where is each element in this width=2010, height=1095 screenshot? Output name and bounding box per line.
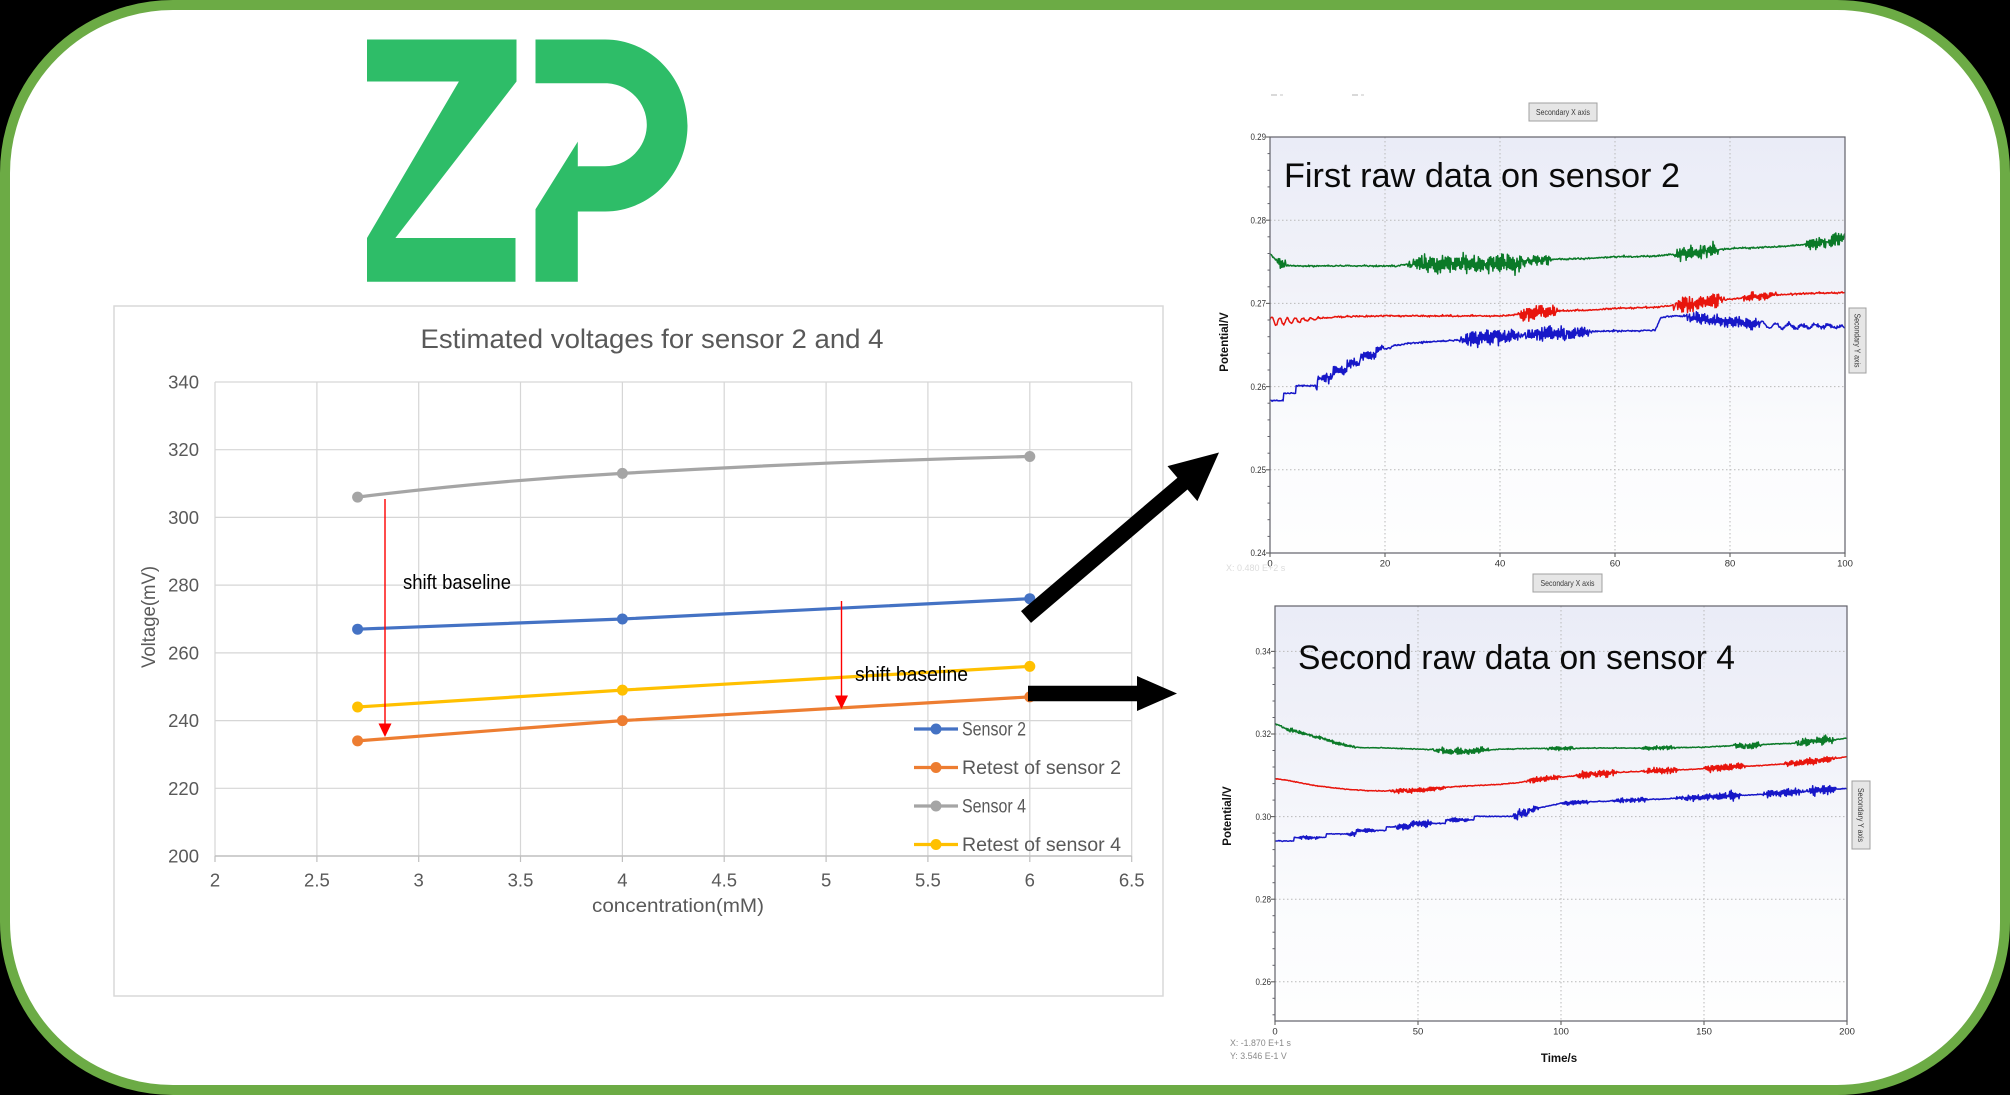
svg-text:Retest of sensor 4: Retest of sensor 4 xyxy=(962,835,1121,856)
svg-text:5: 5 xyxy=(821,870,831,891)
svg-text:Potential/V: Potential/V xyxy=(1219,312,1231,372)
svg-text:0.28: 0.28 xyxy=(1256,894,1272,905)
svg-text:3.5: 3.5 xyxy=(508,870,534,891)
svg-text:First raw data on sensor 2: First raw data on sensor 2 xyxy=(1284,157,1680,195)
svg-text:Secondary X axis: Secondary X axis xyxy=(1536,107,1590,117)
svg-text:Secondary Y axis: Secondary Y axis xyxy=(1856,788,1866,842)
svg-text:300: 300 xyxy=(168,507,199,528)
svg-text:concentration(mM): concentration(mM) xyxy=(592,895,764,917)
svg-text:240: 240 xyxy=(168,710,199,731)
svg-text:6: 6 xyxy=(1025,870,1035,891)
svg-text:Estimated voltages for sensor: Estimated voltages for sensor 2 and 4 xyxy=(421,324,884,354)
svg-text:Sensor 2: Sensor 2 xyxy=(962,720,1026,741)
svg-text:0: 0 xyxy=(1267,559,1272,570)
svg-text:40: 40 xyxy=(1495,559,1506,570)
svg-text:X: 0.480 E+2 s: X: 0.480 E+2 s xyxy=(1226,563,1286,573)
svg-text:340: 340 xyxy=(168,372,199,393)
svg-text:Voltage(mV): Voltage(mV) xyxy=(139,566,160,668)
svg-text:Secondary Y axis: Secondary Y axis xyxy=(1853,314,1863,368)
svg-text:50: 50 xyxy=(1413,1027,1424,1038)
svg-text:100: 100 xyxy=(1837,559,1853,570)
svg-text:0.25: 0.25 xyxy=(1251,465,1267,476)
svg-text:2.5: 2.5 xyxy=(304,870,330,891)
svg-text:20: 20 xyxy=(1380,559,1391,570)
svg-text:0.26: 0.26 xyxy=(1256,977,1272,988)
svg-text:80: 80 xyxy=(1725,559,1736,570)
svg-text:60: 60 xyxy=(1610,559,1621,570)
svg-text:260: 260 xyxy=(168,642,199,663)
svg-text:0.30: 0.30 xyxy=(1256,812,1272,823)
svg-text:150: 150 xyxy=(1696,1027,1712,1038)
svg-text:4.5: 4.5 xyxy=(711,870,737,891)
svg-text:0.32: 0.32 xyxy=(1256,729,1272,740)
svg-text:Secondary X axis: Secondary X axis xyxy=(1541,578,1595,588)
svg-text:3: 3 xyxy=(414,870,424,891)
svg-text:0.24: 0.24 xyxy=(1251,548,1267,559)
svg-text:Time/s: Time/s xyxy=(1541,1053,1577,1065)
svg-text:200: 200 xyxy=(1839,1027,1855,1038)
svg-text:4: 4 xyxy=(617,870,627,891)
svg-text:shift baseline: shift baseline xyxy=(403,571,511,594)
svg-text:Y: 3.546 E-1 V: Y: 3.546 E-1 V xyxy=(1230,1051,1287,1061)
svg-text:280: 280 xyxy=(168,575,199,596)
svg-text:220: 220 xyxy=(168,778,199,799)
svg-text:320: 320 xyxy=(168,439,199,460)
svg-text:shift baseline: shift baseline xyxy=(855,663,968,686)
svg-text:Potential/V: Potential/V xyxy=(1222,786,1234,846)
svg-text:Second raw data on sensor 4: Second raw data on sensor 4 xyxy=(1298,639,1735,677)
svg-text:200: 200 xyxy=(168,846,199,867)
svg-text:0.26: 0.26 xyxy=(1251,382,1267,393)
svg-text:100: 100 xyxy=(1553,1027,1569,1038)
svg-text:0.34: 0.34 xyxy=(1256,647,1272,658)
svg-text:6.5: 6.5 xyxy=(1119,870,1145,891)
svg-text:0.28: 0.28 xyxy=(1251,215,1267,226)
svg-text:0.29: 0.29 xyxy=(1251,132,1267,143)
svg-text:X: -1.870 E+1 s: X: -1.870 E+1 s xyxy=(1230,1038,1291,1048)
svg-text:2: 2 xyxy=(210,870,220,891)
svg-text:0: 0 xyxy=(1272,1027,1277,1038)
svg-text:Retest of sensor 2: Retest of sensor 2 xyxy=(962,758,1121,779)
svg-text:0.27: 0.27 xyxy=(1251,299,1267,310)
svg-text:Sensor 4: Sensor 4 xyxy=(962,797,1026,818)
svg-text:5.5: 5.5 xyxy=(915,870,941,891)
